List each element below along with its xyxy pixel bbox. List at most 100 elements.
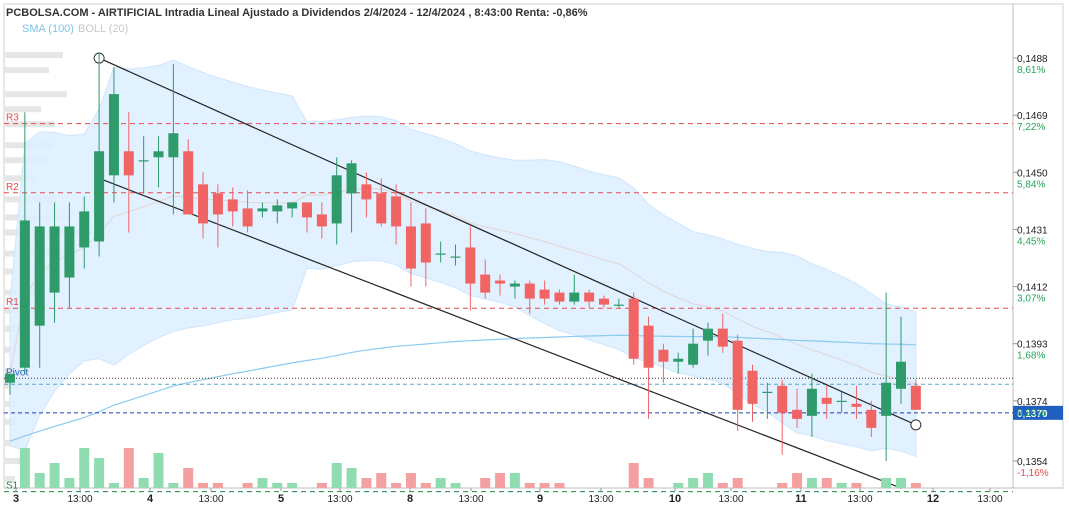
volume-bar [628, 463, 639, 488]
volume-bar [851, 483, 862, 488]
candle-body [688, 343, 699, 365]
volume-bar [316, 483, 327, 488]
legend-sma[interactable]: SMA (100) [22, 23, 74, 35]
legend-boll[interactable]: BOLL (20) [78, 23, 128, 35]
volume-profile-bar [5, 475, 15, 482]
candle-body [554, 292, 565, 302]
candle-body [777, 385, 788, 413]
candle-body [910, 385, 921, 410]
candle-body [361, 184, 372, 200]
volume-bar [79, 448, 90, 488]
y-tick-label: 0,1450 [1017, 168, 1048, 179]
x-tick-label: 4 [147, 493, 154, 505]
y-tick-percent: 3,07% [1017, 294, 1045, 305]
volume-bar [420, 483, 431, 488]
candle-body [420, 223, 431, 263]
volume-bar [702, 473, 713, 488]
candle-body [584, 292, 595, 302]
candle-body [346, 163, 357, 194]
candle-body [108, 94, 119, 176]
volume-bar [331, 463, 342, 488]
candle-body [257, 208, 268, 212]
volume-bar [732, 478, 743, 488]
candle-body [94, 151, 105, 242]
axes: 0,14888,61%0,14697,22%0,14505,84%0,14314… [13, 54, 1049, 505]
candle-body [465, 247, 476, 284]
candle-body [19, 220, 30, 368]
x-tick-label: 13:00 [847, 494, 872, 505]
y-tick-label: 0,1431 [1017, 225, 1048, 236]
chart-title: PCBOLSA.COM - AIRTIFICIAL Intradia Linea… [6, 7, 588, 19]
volume-bar [450, 483, 461, 488]
channel-lower-line[interactable] [98, 177, 902, 489]
candle-body [480, 274, 491, 293]
candle-body [183, 151, 194, 215]
x-tick-label: 13:00 [588, 494, 613, 505]
channel-handle-end[interactable] [910, 419, 922, 431]
candle-body [866, 409, 877, 428]
channel-upper-line[interactable] [98, 57, 917, 426]
y-tick-percent: 1,68% [1017, 351, 1045, 362]
x-tick-label: 13:00 [718, 494, 743, 505]
volume-bars [19, 448, 921, 488]
level-label-r2: R2 [6, 182, 19, 193]
candle-body [34, 226, 45, 326]
candle-body [806, 388, 817, 416]
candle-body [896, 361, 906, 389]
candle-body [792, 409, 803, 419]
candle-body [302, 202, 312, 218]
candle-body [5, 373, 15, 383]
regression-channel [93, 52, 922, 489]
candle-body [212, 193, 223, 215]
x-tick-label: 13:00 [977, 494, 1002, 505]
current-price-tag [1013, 405, 1063, 420]
x-tick-label: 5 [278, 493, 284, 505]
current-price-label: 0,1370 [1017, 409, 1048, 420]
candle-body [673, 358, 684, 362]
x-tick-label: 13:00 [458, 494, 483, 505]
volume-bar [19, 448, 30, 488]
volume-bar [123, 448, 134, 488]
candle-body [732, 340, 743, 410]
candle-body [391, 196, 402, 227]
candle-body [524, 283, 535, 299]
candle-body [851, 403, 862, 407]
x-tick-label: 13:00 [198, 494, 223, 505]
volume-bar [49, 463, 60, 488]
candle-body [569, 292, 580, 302]
volume-bar [806, 478, 817, 488]
y-tick-label: 0,1412 [1017, 283, 1048, 294]
candle-body [702, 328, 713, 341]
volume-bar [64, 478, 75, 488]
candle-body [376, 193, 387, 224]
volume-bar [94, 458, 105, 488]
volume-bar [376, 473, 387, 488]
y-tick-percent: 4,45% [1017, 236, 1045, 247]
volume-bar [910, 483, 921, 488]
level-label-s1: S1 [6, 481, 19, 492]
candle-body [272, 205, 283, 212]
x-tick-label: 9 [537, 493, 543, 505]
y-tick-label: 0,1469 [1017, 111, 1048, 122]
volume-bar [495, 473, 506, 488]
bollinger-middle-line [9, 187, 917, 385]
volume-bar [435, 478, 446, 488]
volume-bar [391, 483, 402, 488]
volume-bar [524, 483, 535, 488]
volume-bar [881, 478, 892, 488]
candle-body [747, 370, 758, 404]
candle-body [613, 304, 624, 306]
candle-body [717, 328, 728, 347]
volume-profile-bar [5, 67, 49, 74]
volume-bar [34, 473, 45, 488]
volume-bar [138, 478, 149, 488]
candle-body [123, 151, 134, 176]
candle-body [539, 289, 550, 299]
volume-bar [168, 483, 179, 488]
x-tick-label: 11 [795, 493, 807, 505]
candle-body [227, 199, 238, 212]
volume-profile-bar [5, 91, 67, 98]
volume-bar [287, 483, 298, 488]
candle-body [316, 214, 327, 227]
